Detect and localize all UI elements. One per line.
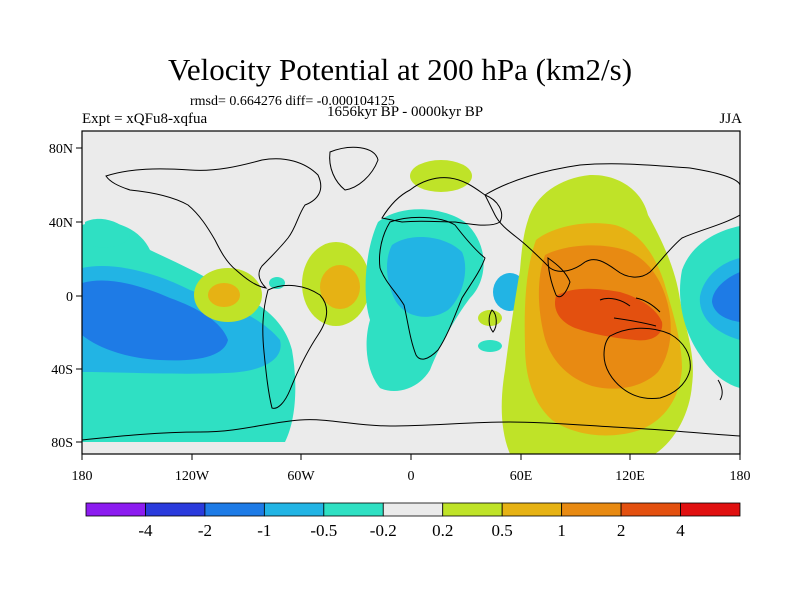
lon-label-60e: 60E (510, 469, 533, 484)
north-america-coast (105, 158, 322, 289)
lon-label-180e: 180 (730, 469, 751, 484)
colorbar-swatch (442, 502, 503, 517)
coastlines (82, 146, 740, 441)
south-america-coast (262, 284, 327, 409)
map-plot-area (82, 131, 740, 454)
stats-text: rmsd= 0.664276 diff= -0.000104125 (190, 94, 395, 109)
indo-pacific-red-region (554, 288, 663, 341)
lat-label-40s: 40S (51, 363, 73, 378)
period-label: 1656kyr BP - 0000kyr BP (326, 104, 484, 120)
lat-label-80n: 80N (49, 142, 73, 157)
colorbar-swatch (85, 502, 146, 517)
north-pacific-teal-patch (85, 218, 130, 248)
dateline-dark-blue-region (712, 272, 740, 322)
colorbar-swatch (382, 502, 444, 517)
lat-label-40n: 40N (49, 216, 73, 231)
new-zealand-coast (717, 379, 723, 401)
india-coast (547, 257, 571, 298)
madagascar-lime-patch (478, 310, 502, 326)
colorbar-label: 1 (557, 521, 566, 540)
experiment-label: Expt = xQFu8-xqfua (82, 111, 208, 127)
east-pacific-orange-patch (208, 283, 240, 307)
maritime-continent-coast (599, 297, 661, 327)
australia-coast (603, 327, 691, 399)
colorbar-swatch (680, 502, 741, 517)
colorbar-swatch (501, 502, 563, 517)
colorbar-label: -1 (257, 521, 271, 540)
asia-coast (484, 163, 740, 278)
colorbar-label: -4 (138, 521, 153, 540)
colorbar-labels: -4 -2 -1 -0.5 -0.2 0.2 0.5 1 2 4 (138, 521, 685, 540)
africa-blue-region (386, 236, 466, 317)
lat-label-0: 0 (66, 290, 73, 305)
scandinavia-lime-patch (410, 160, 472, 192)
antarctica-coast (82, 419, 740, 441)
colorbar-label: 0.2 (432, 521, 453, 540)
colorbar (85, 502, 741, 517)
colorbar-swatch (204, 502, 265, 517)
lon-label-0: 0 (408, 469, 415, 484)
colorbar-label: 0.5 (492, 521, 513, 540)
colorbar-swatch (145, 502, 206, 517)
colorbar-label: -2 (198, 521, 212, 540)
greenland-coast (329, 146, 379, 191)
lon-label-180w: 180 (72, 469, 93, 484)
colorbar-swatch (561, 502, 622, 517)
pacific-blue-region (82, 280, 228, 361)
colorbar-label: -0.5 (310, 521, 337, 540)
axis-ticks (76, 147, 741, 460)
lon-label-120w: 120W (175, 469, 210, 484)
south-indian-teal-patch (478, 340, 502, 352)
colorbar-label: 4 (676, 521, 685, 540)
madagascar-coast (488, 309, 497, 333)
colorbar-label: 2 (617, 521, 626, 540)
colorbar-swatch (620, 502, 681, 517)
colorbar-swatch (323, 502, 384, 517)
africa-coast (379, 216, 486, 360)
lon-label-60w: 60W (287, 469, 315, 484)
lon-label-120e: 120E (615, 469, 645, 484)
lat-label-80s: 80S (51, 436, 73, 451)
season-label: JJA (719, 111, 742, 127)
map-title: Velocity Potential at 200 hPa (km2/s) (167, 52, 633, 87)
colorbar-swatch (263, 502, 325, 517)
atlantic-orange-patch (320, 265, 360, 309)
colorbar-label: -0.2 (370, 521, 397, 540)
